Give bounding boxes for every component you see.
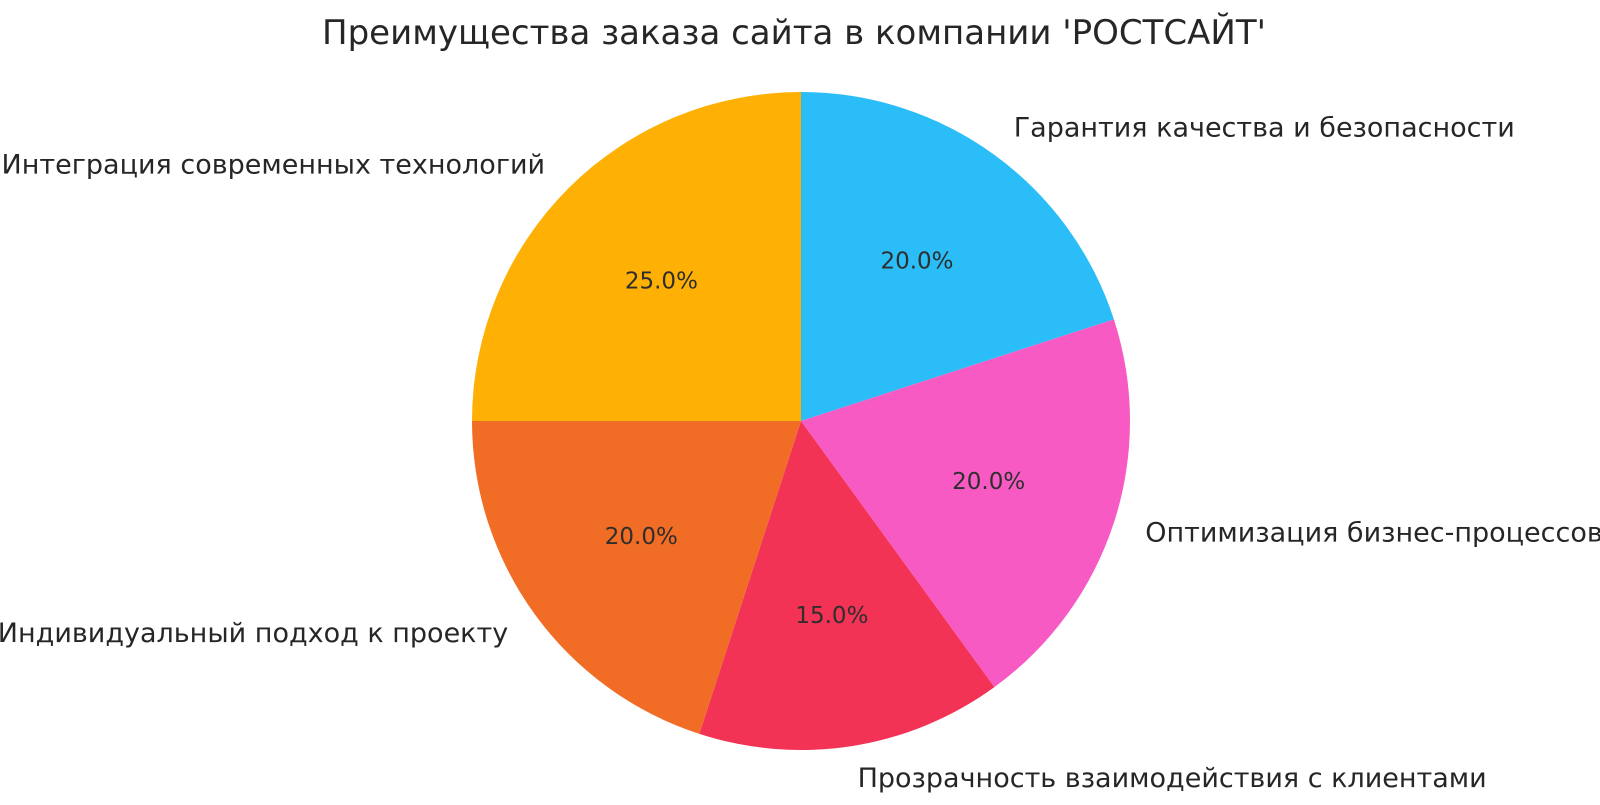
slice-label-0: Гарантия качества и безопасности (1014, 113, 1515, 144)
pie-slice-1 (801, 319, 1131, 688)
chart-title: Преимущества заказа сайта в компании 'РО… (322, 13, 1266, 53)
slice-label-2: Прозрачность взаимодействия с клиентами (858, 763, 1487, 794)
slice-label-3: Индивидуальный подход к проекту (0, 618, 508, 649)
pie-slice-3 (472, 421, 801, 734)
pie-slice-2 (699, 421, 995, 751)
slice-percent-label-4: 25.0% (625, 268, 698, 294)
slice-percent-label-2: 15.0% (795, 603, 868, 629)
slice-label-1: Оптимизация бизнес-процессов (1145, 517, 1600, 548)
slice-percent-label-0: 20.0% (880, 248, 953, 274)
slice-percent-label-3: 20.0% (605, 524, 678, 550)
slice-label-4: Интеграция современных технологий (2, 150, 546, 181)
slice-percent-label-1: 20.0% (952, 469, 1025, 495)
pie-slice-4 (472, 92, 801, 421)
pie-slice-0 (801, 92, 1114, 421)
